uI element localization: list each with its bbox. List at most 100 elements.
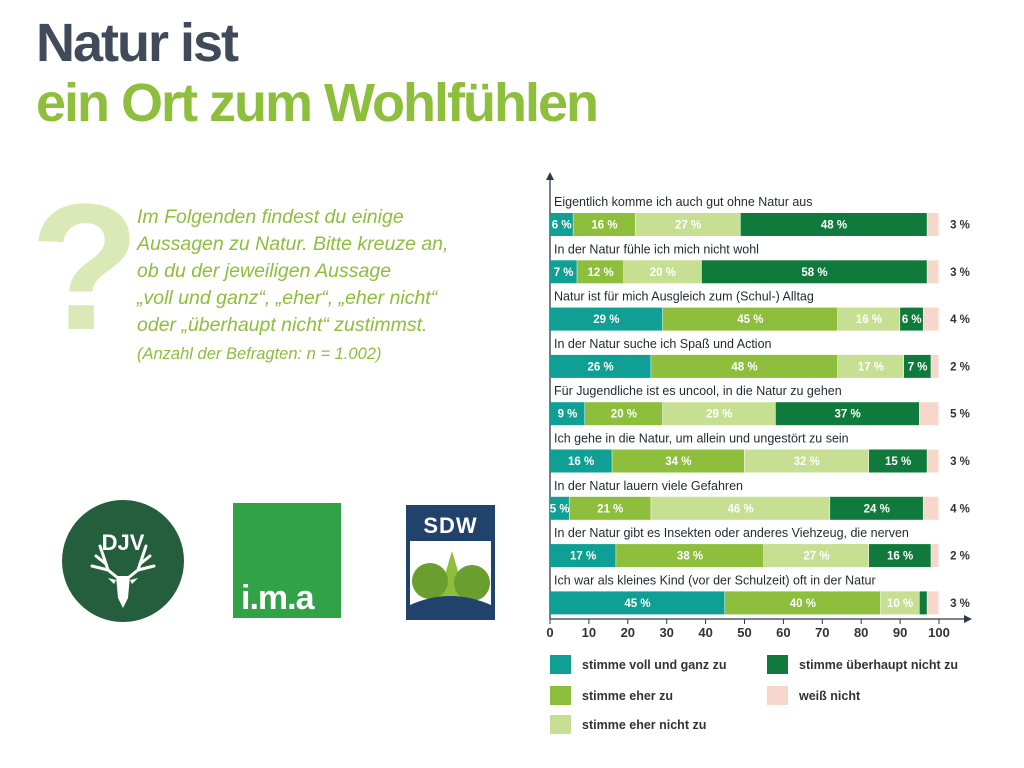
- ima-logo: i.m.a: [233, 503, 341, 618]
- bar-segment: [919, 402, 939, 426]
- djv-logo: DJV: [62, 500, 184, 622]
- statement-label: Natur ist für mich Ausgleich zum (Schul-…: [554, 290, 814, 304]
- x-tick-label: 80: [854, 625, 868, 640]
- statement-label: In der Natur fühle ich mich nicht wohl: [554, 242, 759, 256]
- x-tick-label: 40: [698, 625, 712, 640]
- bar-segment: [635, 213, 741, 236]
- bar-value-label: 24 %: [864, 503, 890, 515]
- bar-value-label: 17 %: [858, 361, 884, 373]
- bar-value-label: 10 %: [887, 598, 913, 610]
- statement-label: Eigentlich komme ich auch gut ohne Natur…: [554, 195, 812, 209]
- intro-line: Aussagen zu Natur. Bitte kreuze an,: [137, 232, 449, 255]
- dont-know-label: 4 %: [950, 314, 970, 326]
- bar-value-label: 29 %: [593, 314, 619, 326]
- bar-value-label: 37 %: [834, 409, 860, 421]
- bar-value-label: 38 %: [677, 551, 703, 563]
- bar-segment: [927, 591, 939, 615]
- bar-value-label: 20 %: [650, 267, 676, 279]
- bar-segment: [550, 496, 569, 520]
- bar-value-label: 27 %: [675, 220, 701, 232]
- bar-segment: [550, 307, 663, 331]
- bar-value-label: 20 %: [611, 409, 637, 421]
- bar-value-label: 7 %: [908, 361, 928, 373]
- bar-value-label: 12 %: [587, 267, 613, 279]
- bar-value-label: 46 %: [728, 503, 754, 515]
- bar-segment: [616, 544, 764, 568]
- intro-line: Im Folgenden findest du einige: [137, 206, 404, 228]
- statement-label: In der Natur lauern viele Gefahren: [554, 479, 743, 493]
- legend-swatch: [767, 655, 788, 674]
- x-tick-label: 0: [546, 625, 553, 640]
- bar-segment: [763, 544, 869, 568]
- dont-know-label: 3 %: [950, 220, 970, 232]
- x-tick-label: 60: [776, 625, 790, 640]
- bar-segment: [868, 544, 931, 568]
- bar-segment: [923, 496, 939, 520]
- bar-segment: [550, 354, 651, 378]
- bar-segment: [923, 307, 939, 331]
- bar-segment: [775, 402, 920, 426]
- x-tick-label: 90: [893, 625, 907, 640]
- tree-landscape-icon: [410, 541, 491, 616]
- bar-segment: [612, 449, 744, 473]
- bar-segment: [651, 496, 830, 520]
- bar-value-label: 15 %: [885, 456, 911, 468]
- legend-swatch: [767, 686, 788, 705]
- bar-segment: [651, 354, 838, 378]
- statement-label: In der Natur suche ich Spaß und Action: [554, 337, 772, 351]
- bar-segment: [837, 354, 904, 378]
- bar-value-label: 32 %: [794, 456, 820, 468]
- bar-value-label: 5 %: [550, 503, 570, 515]
- bar-segment: [662, 307, 838, 331]
- dont-know-label: 2 %: [950, 361, 970, 373]
- y-axis-arrow: [546, 172, 554, 180]
- dont-know-label: 4 %: [950, 503, 970, 515]
- legend-swatch: [550, 686, 571, 705]
- ima-logo-text: i.m.a: [241, 579, 314, 617]
- bar-segment: [927, 213, 939, 236]
- bar-segment: [927, 449, 939, 473]
- djv-logo-text: DJV: [101, 530, 145, 555]
- bar-value-label: 27 %: [803, 551, 829, 563]
- bar-value-label: 48 %: [821, 220, 847, 232]
- sample-size-note: (Anzahl der Befragten: n = 1.002): [137, 344, 382, 363]
- x-tick-label: 50: [737, 625, 751, 640]
- bar-segment: [919, 591, 927, 615]
- bar-segment: [903, 354, 931, 378]
- legend-label: stimme voll und ganz zu: [582, 658, 727, 672]
- bar-value-label: 34 %: [665, 456, 691, 468]
- legend-label: stimme eher nicht zu: [582, 718, 707, 732]
- x-tick-label: 10: [582, 625, 596, 640]
- bar-value-label: 6 %: [552, 220, 572, 232]
- deer-antler-icon: [90, 544, 156, 608]
- intro-line: „voll und ganz“, „eher“, „eher nicht“: [137, 286, 438, 309]
- bar-value-label: 9 %: [558, 409, 578, 421]
- bar-segment: [662, 402, 776, 426]
- sdw-logo-text: SDW: [423, 513, 478, 538]
- intro-line: ob du der jeweiligen Aussage: [137, 259, 392, 282]
- bar-segment: [880, 591, 920, 615]
- bar-segment: [550, 449, 612, 473]
- bar-value-label: 26 %: [587, 361, 613, 373]
- bar-value-label: 6 %: [902, 314, 922, 326]
- bar-segment: [830, 496, 923, 520]
- question-mark-icon: ?: [30, 167, 140, 368]
- x-axis-arrow: [964, 615, 972, 623]
- bar-value-label: 45 %: [737, 314, 763, 326]
- bar-segment: [868, 449, 927, 473]
- dont-know-label: 3 %: [950, 598, 970, 610]
- bar-segment: [931, 354, 939, 378]
- bar-segment: [550, 544, 616, 568]
- bar-segment: [623, 260, 702, 284]
- x-tick-label: 70: [815, 625, 829, 640]
- bar-segment: [927, 260, 939, 284]
- x-tick-label: 20: [621, 625, 635, 640]
- x-tick-label: 100: [928, 625, 950, 640]
- dont-know-label: 3 %: [950, 456, 970, 468]
- bar-value-label: 45 %: [624, 598, 650, 610]
- legend-label: stimme eher zu: [582, 689, 674, 703]
- bar-value-label: 16 %: [887, 551, 913, 563]
- legend-swatch: [550, 655, 571, 674]
- bar-segment: [573, 213, 636, 236]
